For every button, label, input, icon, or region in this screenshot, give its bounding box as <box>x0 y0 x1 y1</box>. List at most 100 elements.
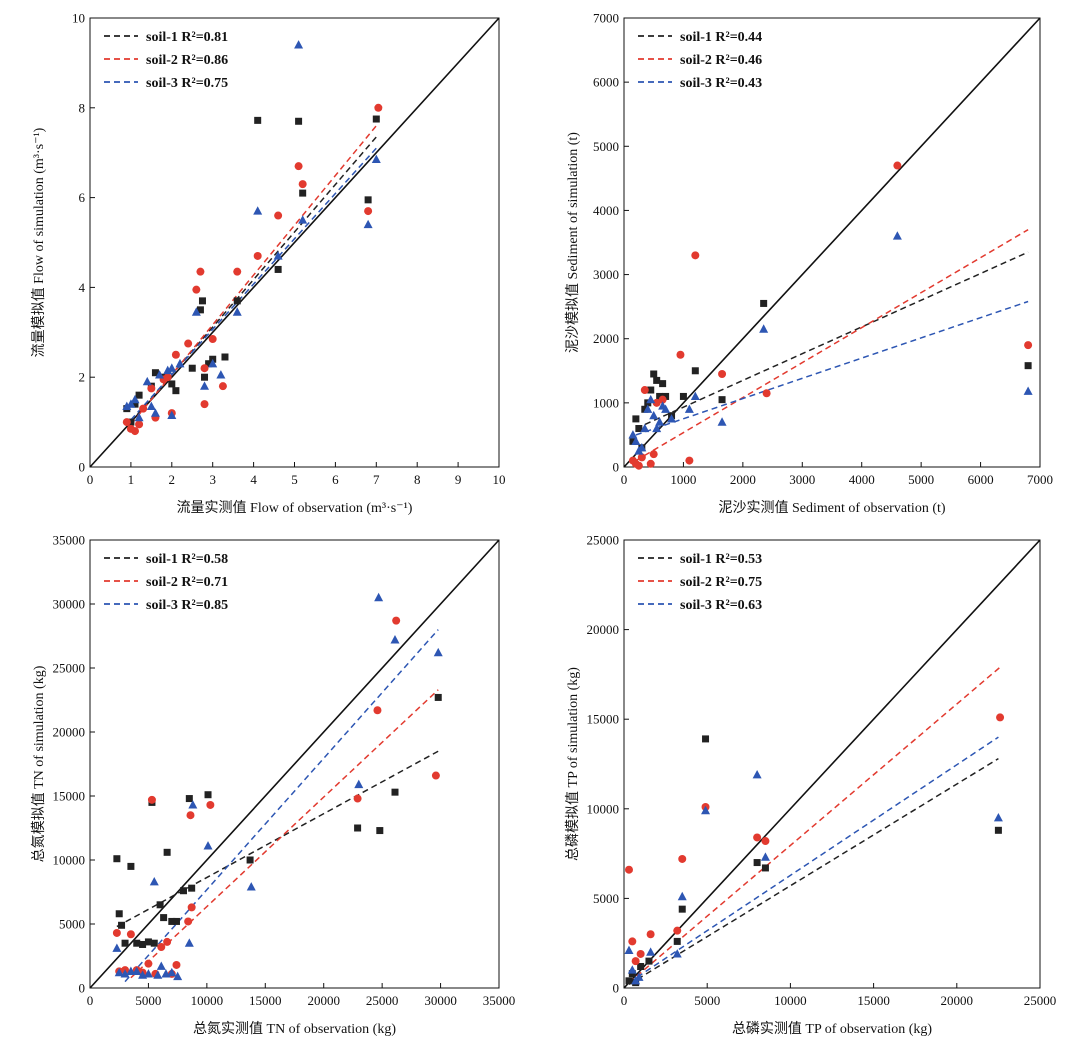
data-point-soil-2 <box>274 211 283 220</box>
data-point-soil-1 <box>115 910 123 918</box>
data-point-soil-1 <box>632 415 640 423</box>
data-point-soil-3 <box>655 417 665 426</box>
data-point-soil-2 <box>673 926 682 935</box>
x-tick-label: 3000 <box>789 472 815 487</box>
x-axis-label: 流量实测值 Flow of observation (m³·s⁻¹) <box>177 500 413 516</box>
data-point-soil-3 <box>649 410 659 420</box>
data-point-soil-2 <box>294 162 303 171</box>
data-point-soil-3 <box>203 841 213 850</box>
x-tick-label: 15000 <box>857 993 890 1008</box>
data-point-soil-3 <box>646 947 656 956</box>
x-tick-label: 2 <box>169 472 176 487</box>
data-point-soil-3 <box>246 882 256 891</box>
fit-line-soil-1 <box>635 251 1029 430</box>
data-point-soil-3 <box>1023 386 1033 395</box>
data-point-soil-3 <box>634 972 644 981</box>
data-point-soil-2 <box>676 350 685 359</box>
y-tick-label: 0 <box>79 460 86 475</box>
data-point-soil-3 <box>624 945 634 954</box>
x-axis-label: 泥沙实测值 Sediment of observation (t) <box>718 500 945 516</box>
data-point-soil-1 <box>673 937 681 945</box>
x-tick-label: 6 <box>332 472 339 487</box>
data-point-soil-1 <box>221 353 229 361</box>
data-point-soil-3 <box>294 40 304 49</box>
data-point-soil-1 <box>179 887 187 895</box>
data-point-soil-1 <box>160 914 168 922</box>
fit-line-soil-2 <box>628 666 1001 984</box>
data-point-soil-2 <box>646 459 655 468</box>
data-point-soil-2 <box>172 960 181 969</box>
x-tick-label: 10 <box>493 472 506 487</box>
x-tick-label: 5000 <box>135 993 161 1008</box>
data-point-soil-1 <box>434 693 442 701</box>
data-point-soil-1 <box>994 826 1002 834</box>
data-point-soil-1 <box>185 795 193 803</box>
data-point-soil-1 <box>760 299 768 307</box>
data-point-soil-2 <box>634 461 643 470</box>
data-point-soil-3 <box>752 769 762 779</box>
y-tick-label: 20000 <box>53 725 86 740</box>
data-point-soil-3 <box>627 965 637 974</box>
fit-line-soil-2 <box>130 689 439 979</box>
data-point-soil-1 <box>168 380 176 388</box>
data-point-soil-1 <box>274 265 282 273</box>
data-point-soil-2 <box>163 937 172 946</box>
data-point-soil-2 <box>374 103 383 112</box>
data-point-soil-1 <box>391 788 399 796</box>
y-axis-label: 泥沙模拟值 Sediment of simulation (t) <box>565 132 581 353</box>
data-point-soil-2 <box>233 267 242 276</box>
x-tick-label: 25000 <box>366 993 399 1008</box>
data-point-soil-2 <box>649 450 658 459</box>
data-point-soil-3 <box>640 423 650 433</box>
x-tick-label: 0 <box>621 472 628 487</box>
data-point-soil-3 <box>672 949 682 958</box>
data-point-soil-2 <box>392 616 401 625</box>
data-point-soil-1 <box>372 115 380 123</box>
data-point-soil-2 <box>196 267 205 276</box>
data-point-soil-1 <box>650 370 658 378</box>
x-tick-label: 20000 <box>941 993 974 1008</box>
data-point-soil-3 <box>667 414 677 423</box>
x-tick-label: 9 <box>455 472 462 487</box>
x-tick-label: 8 <box>414 472 421 487</box>
data-point-soil-3 <box>892 231 902 240</box>
data-point-soil-1 <box>163 848 171 856</box>
data-point-soil-1 <box>637 962 645 970</box>
data-point-soil-2 <box>206 800 215 809</box>
data-point-soil-2 <box>126 930 135 939</box>
legend-label-soil-2: soil-2 R²=0.46 <box>680 53 762 68</box>
fit-line-soil-3 <box>628 736 999 984</box>
data-point-soil-2 <box>157 943 166 952</box>
data-point-soil-2 <box>996 713 1005 722</box>
data-point-soil-3 <box>684 404 694 413</box>
x-tick-label: 20000 <box>307 993 340 1008</box>
x-tick-label: 4000 <box>849 472 875 487</box>
data-point-soil-2 <box>200 400 209 409</box>
legend-label-soil-2: soil-2 R²=0.71 <box>146 575 228 590</box>
y-tick-label: 5000 <box>593 891 619 906</box>
y-tick-label: 0 <box>613 981 620 996</box>
data-point-soil-3 <box>354 779 364 789</box>
legend-label-soil-3: soil-3 R²=0.63 <box>680 598 762 613</box>
data-point-soil-1 <box>1024 362 1032 370</box>
data-point-soil-2 <box>184 917 193 926</box>
y-axis-label: 流量模拟值 Flow of simulation (m³·s⁻¹) <box>31 127 47 357</box>
x-tick-label: 7000 <box>1027 472 1053 487</box>
data-point-soil-1 <box>753 859 761 867</box>
data-point-soil-2 <box>893 161 902 170</box>
data-point-soil-1 <box>127 862 135 870</box>
data-point-soil-3 <box>374 592 384 602</box>
data-point-soil-3 <box>156 961 166 970</box>
fit-line-soil-3 <box>130 147 377 421</box>
x-tick-label: 15000 <box>249 993 282 1008</box>
data-point-soil-1 <box>118 921 126 929</box>
legend-label-soil-1: soil-1 R²=0.53 <box>680 552 762 567</box>
data-point-soil-2 <box>353 794 362 803</box>
data-point-soil-3 <box>134 412 144 422</box>
y-tick-label: 7000 <box>593 11 619 26</box>
data-point-soil-1 <box>246 856 254 864</box>
data-point-soil-2 <box>685 456 694 465</box>
data-point-soil-2 <box>691 251 700 260</box>
y-tick-label: 1000 <box>593 395 619 410</box>
x-tick-label: 10000 <box>774 993 807 1008</box>
